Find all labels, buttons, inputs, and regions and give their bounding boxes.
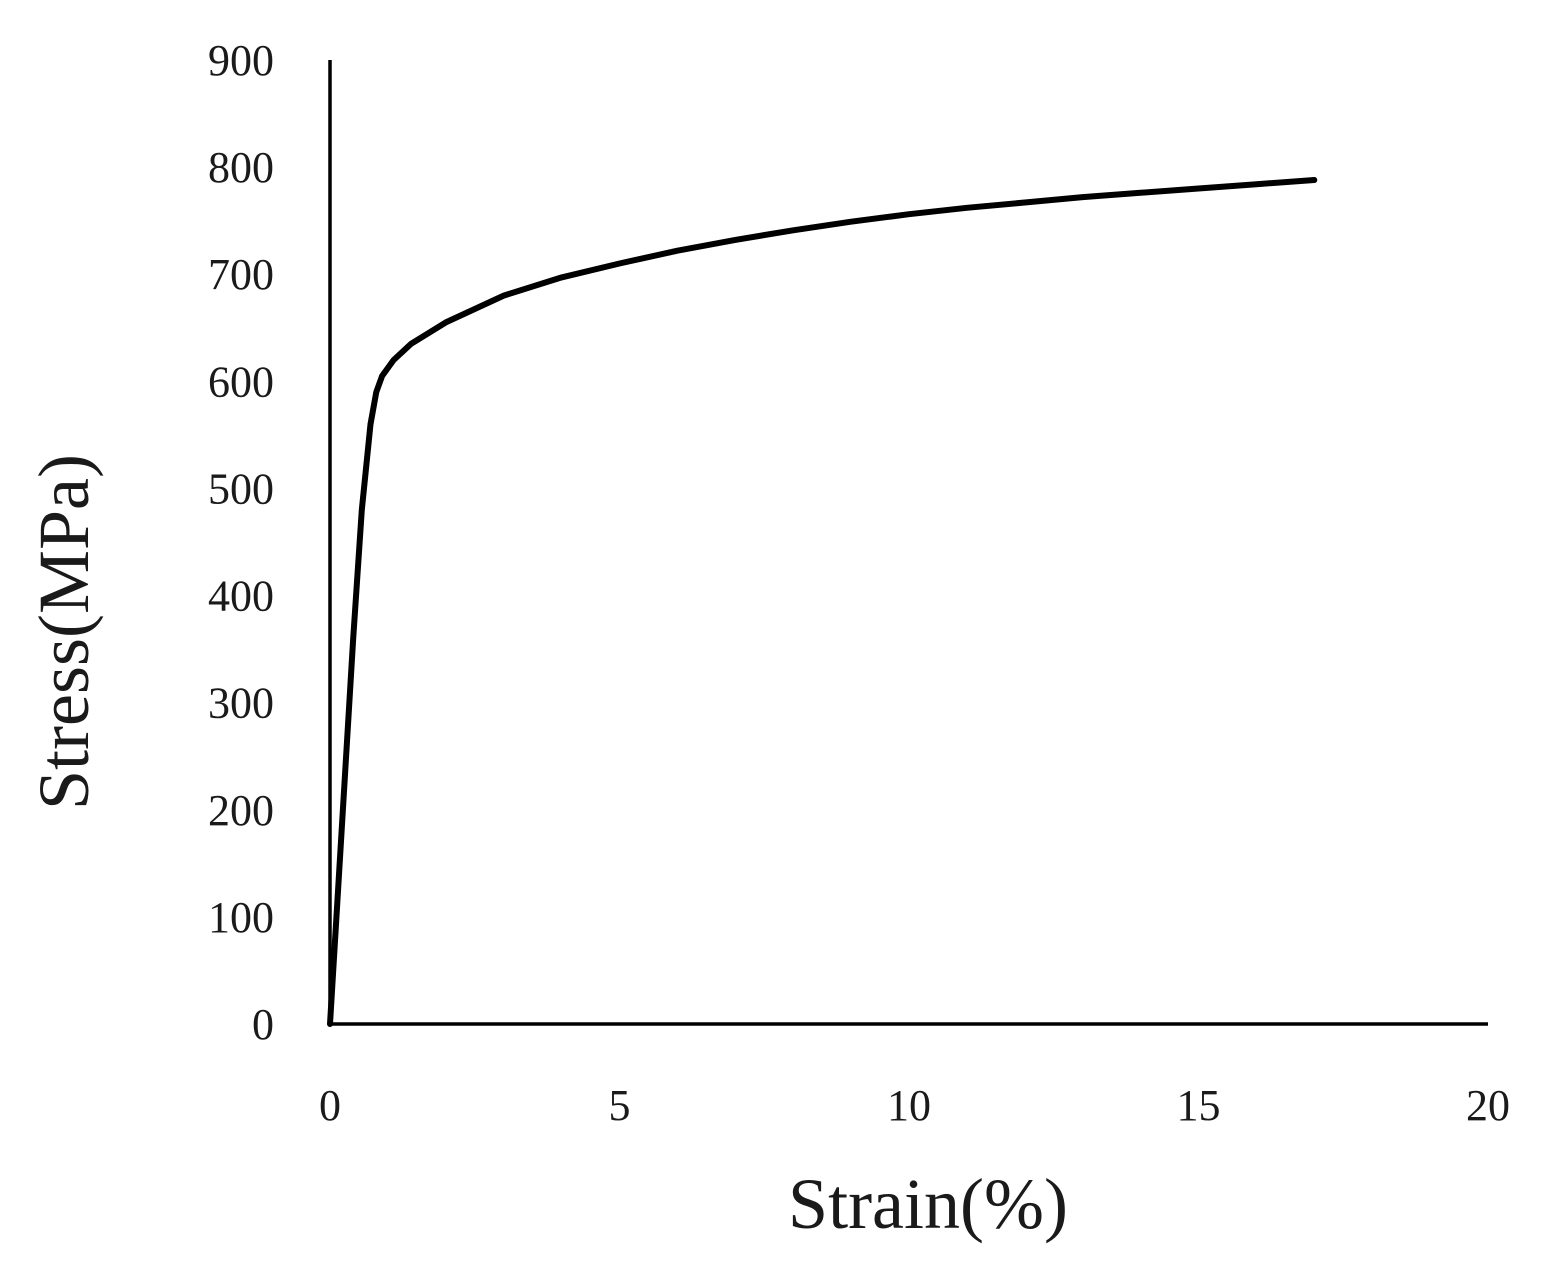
series-line-1: [327, 177, 1318, 1027]
x-tick-label: 10: [887, 1081, 931, 1130]
y-axis-title: Stress(MPa): [24, 454, 104, 810]
series-group: [327, 177, 1318, 1027]
y-tick-label: 900: [208, 36, 274, 85]
y-tick-label: 200: [208, 786, 274, 835]
y-tick-label: 0: [252, 1000, 274, 1049]
x-tick-label: 15: [1177, 1081, 1221, 1130]
x-axis-title: Strain(%): [788, 1164, 1068, 1244]
y-tick-labels: 0 100 200 300 400 500 600 700 800 900: [208, 36, 274, 1049]
x-tick-label: 20: [1466, 1081, 1510, 1130]
y-tick-label: 600: [208, 357, 274, 406]
y-tick-label: 800: [208, 143, 274, 192]
x-tick-label: 0: [319, 1081, 341, 1130]
x-tick-label: 5: [609, 1081, 631, 1130]
y-tick-label: 500: [208, 464, 274, 513]
y-tick-label: 700: [208, 250, 274, 299]
x-tick-labels: 0 5 10 15 20: [319, 1081, 1510, 1130]
y-tick-label: 300: [208, 679, 274, 728]
y-tick-label: 400: [208, 572, 274, 621]
y-tick-label: 100: [208, 893, 274, 942]
